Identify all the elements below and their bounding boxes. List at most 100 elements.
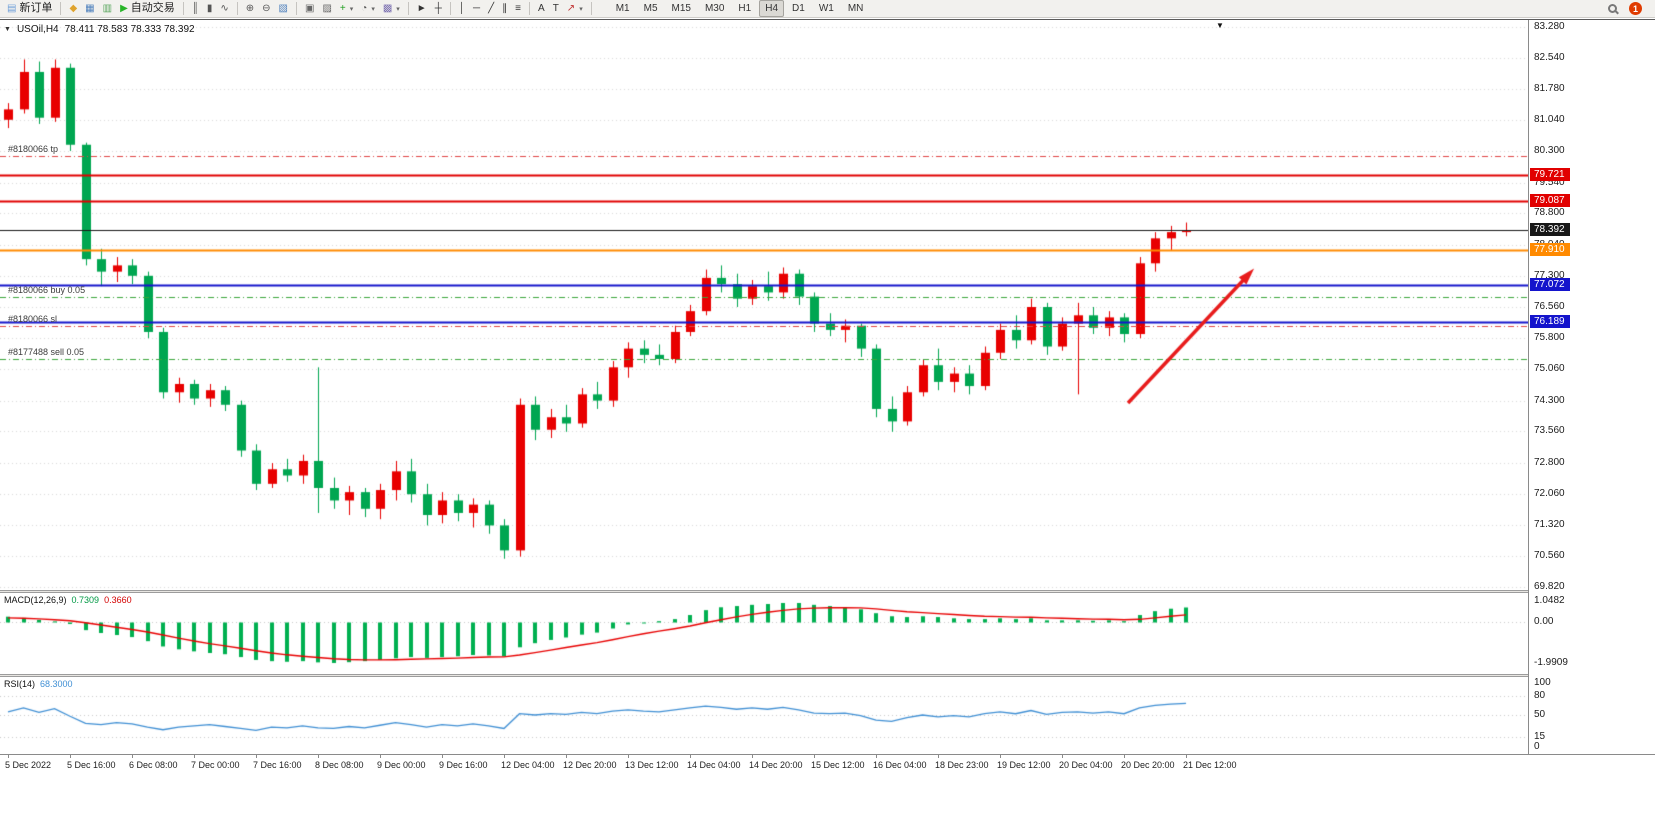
macd-axis-label: 1.0482 (1534, 595, 1565, 606)
chart-windows-button[interactable]: ▦ (81, 1, 98, 17)
tile-windows-icon: ▣ (305, 3, 315, 14)
toolbar-separator (590, 2, 592, 15)
zoom-out-button[interactable]: ⊖ (258, 1, 274, 17)
macd-indicator-canvas[interactable] (0, 593, 1528, 674)
timeframe-w1-button[interactable]: W1 (818, 3, 834, 14)
date-axis[interactable]: 5 Dec 2022 5 Dec 16:00 6 Dec 08:00 7 Dec 00… (0, 754, 1655, 776)
date-axis-label: 19 Dec 12:00 (997, 760, 1051, 770)
line-chart-button[interactable]: ∿ (216, 1, 232, 17)
templates-button[interactable]: ▩ ▾ (379, 1, 404, 17)
price-axis-label: 79.540 (1534, 176, 1565, 188)
text-icon: A (538, 3, 545, 14)
market-watch-button[interactable]: ▥ (99, 1, 116, 17)
trendline-button[interactable]: ╱ (484, 1, 498, 17)
rsi-axis-label: 100 (1534, 677, 1551, 688)
market-watch-icon: ▥ (102, 3, 113, 14)
crosshair-icon: ┼ (434, 3, 442, 14)
text-button[interactable]: A (534, 1, 549, 17)
zoom-in-button[interactable]: ⊕ (242, 1, 258, 17)
price-axis-label: 72.060 (1534, 487, 1565, 499)
arrows-button[interactable]: ↗ ▾ (563, 1, 587, 17)
bar-chart-button[interactable]: ║ (188, 1, 203, 17)
price-axis-label: 70.560 (1534, 550, 1565, 562)
panel-splitter[interactable] (0, 590, 1655, 593)
price-tag: 79.721 (1530, 168, 1570, 182)
search-icon[interactable] (1608, 4, 1617, 13)
text-label-button[interactable]: T (549, 1, 563, 17)
date-axis-label: 20 Dec 04:00 (1059, 760, 1113, 770)
timeframe-h1-button[interactable]: H1 (738, 3, 752, 14)
date-tick (1124, 755, 1125, 758)
date-axis-label: 14 Dec 04:00 (687, 760, 741, 770)
price-axis-label: 81.780 (1534, 83, 1565, 95)
vertical-line-icon: │ (458, 3, 466, 14)
cursor-button[interactable]: ► (413, 1, 431, 17)
date-tick (690, 755, 691, 758)
horizontal-line-icon: ─ (473, 3, 481, 14)
cascade-windows-button[interactable]: ▨ (318, 1, 335, 17)
dropdown-arrow-icon: ▾ (349, 5, 354, 13)
one-click-collapse-icon[interactable]: ▼ (4, 26, 11, 33)
price-axis-label: 75.800 (1534, 332, 1565, 344)
timeframe-mn-button[interactable]: MN (847, 3, 864, 14)
candlestick-chart-button[interactable]: ▮ (203, 1, 217, 17)
timeframe-h4-button[interactable]: H4 (759, 0, 785, 17)
date-tick (132, 755, 133, 758)
toolbar-separator (529, 2, 531, 15)
fibonacci-button[interactable]: ≡ (511, 1, 525, 17)
chart-shift-button[interactable]: ▧ (275, 1, 292, 17)
toolbar-separator (407, 2, 409, 15)
arrows-icon: ↗ (566, 3, 576, 14)
crosshair-button[interactable]: ┼ (431, 1, 446, 17)
rsi-indicator-canvas[interactable] (0, 677, 1528, 754)
price-axis[interactable]: 83.280 82.540 81.780 81.040 80.300 79.540 78.8… (1528, 20, 1655, 754)
chart-window: ▼ USOil,H4 78.411 78.583 78.333 78.392 ▼… (0, 19, 1655, 820)
date-axis-label: 13 Dec 12:00 (625, 760, 679, 770)
timeframe-m1-button[interactable]: M1 (615, 3, 630, 14)
timeframe-d1-button[interactable]: D1 (792, 3, 805, 14)
new-order-button[interactable]: ▤ 新订单 (3, 1, 56, 17)
rsi-axis-label: 15 (1534, 731, 1546, 743)
rsi-value: 68.3000 (40, 679, 73, 689)
templates-icon: ▩ (382, 3, 393, 14)
date-tick (814, 755, 815, 758)
date-tick (318, 755, 319, 758)
macd-main-value: 0.7309 (71, 595, 100, 605)
chart-title: ▼ USOil,H4 78.411 78.583 78.333 78.392 (4, 24, 195, 35)
periods-button[interactable]: ◔ ▾ (357, 1, 379, 17)
time-separator-marker-icon[interactable]: ▼ (1216, 21, 1224, 30)
price-axis-label: 71.320 (1534, 518, 1565, 530)
tile-windows-button[interactable]: ▣ (301, 1, 318, 17)
channel-button[interactable]: ∥ (498, 1, 511, 17)
notification-badge[interactable]: 1 (1629, 2, 1642, 15)
chart-symbol-label: USOil,H4 (16, 24, 59, 35)
auto-trading-button-label: 自动交易 (130, 2, 175, 14)
timeframe-m5-button[interactable]: M5 (643, 3, 658, 14)
line-chart-icon: ∿ (220, 3, 229, 14)
date-tick (752, 755, 753, 758)
macd-axis-label: 0.00 (1534, 616, 1554, 628)
date-axis-label: 14 Dec 20:00 (749, 760, 803, 770)
timeframe-m30-button[interactable]: M30 (704, 3, 725, 14)
new-chart-button[interactable]: ◆ (65, 1, 81, 17)
price-axis-label: 69.820 (1534, 581, 1565, 592)
auto-trading-button[interactable]: ▶ 自动交易 (116, 1, 179, 17)
vertical-line-button[interactable]: │ (455, 1, 469, 17)
panel-splitter[interactable] (0, 674, 1655, 677)
price-chart-canvas[interactable] (0, 20, 1528, 590)
horizontal-line-button[interactable]: ─ (469, 1, 484, 17)
add-indicator-button[interactable]: + ▾ (336, 1, 357, 17)
timeframe-m15-button[interactable]: M15 (671, 3, 691, 14)
chart-shift-icon: ▧ (278, 3, 288, 14)
date-tick (8, 755, 9, 758)
new-chart-icon: ◆ (69, 3, 78, 14)
zoom-in-icon: ⊕ (245, 3, 255, 14)
date-axis-label: 7 Dec 16:00 (253, 760, 302, 770)
rsi-name: RSI(14) (4, 679, 36, 689)
date-axis-label: 8 Dec 08:00 (315, 760, 364, 770)
macd-axis-label: -1.9909 (1534, 657, 1568, 668)
date-tick (566, 755, 567, 758)
bar-chart-icon: ║ (191, 3, 199, 14)
timeframe-toolbar: M1 M5 M15 M30 H1 H4 D1 W1 MN (610, 0, 870, 17)
price-axis-label: 73.560 (1534, 425, 1565, 437)
